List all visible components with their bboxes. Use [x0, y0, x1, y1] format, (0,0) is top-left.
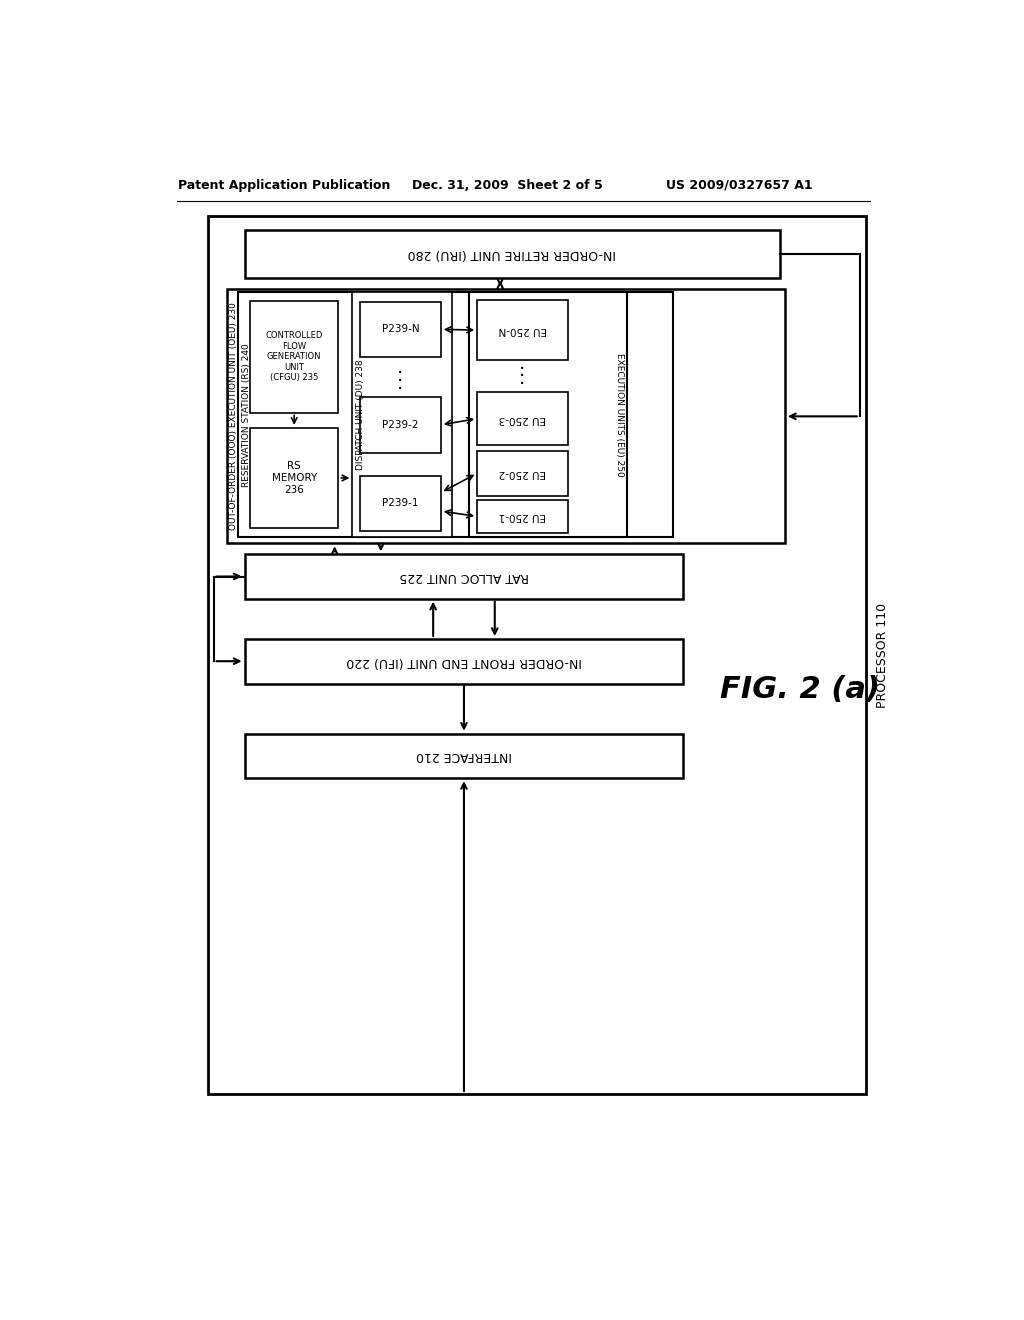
Bar [469, 293, 628, 537]
Text: EU 250-3: EU 250-3 [499, 413, 546, 424]
Text: EU 250-2: EU 250-2 [499, 469, 546, 478]
Text: CONTROLLED
FLOW
GENERATION
UNIT
(CFGU) 235: CONTROLLED FLOW GENERATION UNIT (CFGU) 2… [265, 331, 323, 381]
Text: RAT ALLOC UNIT 225: RAT ALLOC UNIT 225 [399, 570, 528, 583]
Bar [226, 289, 785, 544]
Bar [352, 293, 453, 537]
Bar [245, 230, 779, 277]
Bar [250, 301, 339, 412]
Text: PROCESSOR 110: PROCESSOR 110 [877, 602, 890, 708]
Bar [477, 499, 568, 533]
Text: Patent Application Publication: Patent Application Publication [178, 178, 391, 191]
Text: P239-N: P239-N [382, 325, 419, 334]
Text: .: . [519, 370, 525, 388]
Bar [360, 397, 441, 453]
Bar [477, 392, 568, 445]
Text: IN-ORDER FRONT END UNIT (IFU) 220: IN-ORDER FRONT END UNIT (IFU) 220 [346, 655, 582, 668]
Text: .: . [519, 362, 525, 380]
Text: INTERFACE 210: INTERFACE 210 [416, 750, 512, 763]
Text: P239-1: P239-1 [382, 499, 419, 508]
Text: Dec. 31, 2009  Sheet 2 of 5: Dec. 31, 2009 Sheet 2 of 5 [413, 178, 603, 191]
Bar [360, 302, 441, 358]
Text: DISPATCH UNIT (DU) 238: DISPATCH UNIT (DU) 238 [355, 359, 365, 470]
Bar [245, 639, 683, 684]
Text: P239-2: P239-2 [382, 420, 419, 430]
Text: IN-ORDER RETIRE UNIT (IRU) 280: IN-ORDER RETIRE UNIT (IRU) 280 [408, 247, 616, 260]
Text: US 2009/0327657 A1: US 2009/0327657 A1 [666, 178, 812, 191]
Text: EU 250-1: EU 250-1 [499, 511, 546, 521]
Text: EU 250-N: EU 250-N [499, 325, 547, 335]
Bar [245, 734, 683, 779]
Text: .: . [519, 354, 525, 372]
Bar [477, 451, 568, 496]
Bar [477, 300, 568, 360]
Bar [208, 216, 866, 1094]
Text: .: . [397, 366, 403, 385]
Bar [239, 293, 674, 537]
Text: OUT-OF-ORDER (OOO) EXECUTION UNIT (OEU) 230: OUT-OF-ORDER (OOO) EXECUTION UNIT (OEU) … [229, 302, 239, 531]
Text: .: . [397, 358, 403, 378]
Text: RESERVATION STATION (RS) 240: RESERVATION STATION (RS) 240 [242, 343, 251, 487]
Text: .: . [397, 374, 403, 393]
Text: EXECUTION UNITS (EU) 250: EXECUTION UNITS (EU) 250 [615, 352, 624, 477]
Bar [360, 475, 441, 531]
Bar [250, 428, 339, 528]
Text: FIG. 2 (a): FIG. 2 (a) [721, 676, 881, 704]
Bar [245, 554, 683, 599]
Text: RS
MEMORY
236: RS MEMORY 236 [271, 462, 316, 495]
